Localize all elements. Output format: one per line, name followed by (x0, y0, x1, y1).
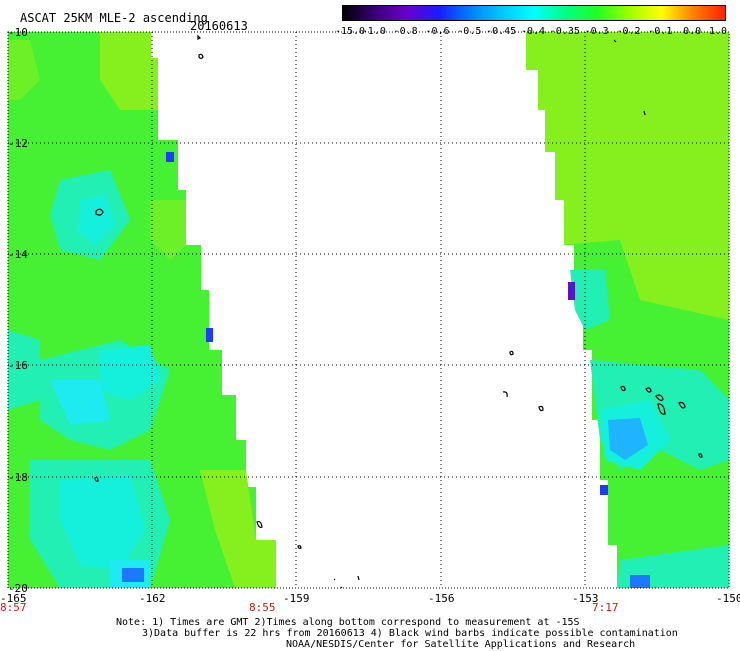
lon-label: -153 (572, 592, 599, 605)
lat-label: -18 (8, 471, 28, 484)
note-line-3: NOAA/NESDIS/Center for Satellite Applica… (286, 639, 636, 650)
map-border (7, 31, 730, 589)
lon-label: -156 (428, 592, 455, 605)
colorbar-tick-label: -0.2 (616, 26, 641, 37)
colorbar-tick-label: -0.5 (457, 26, 482, 37)
colorbar-tick-label: 1.0 (708, 26, 728, 37)
pass-time: 7:17 (592, 601, 619, 614)
colorbar-tick-label: -0.6 (425, 26, 450, 37)
lat-label: -10 (8, 26, 28, 39)
colorbar-tick-label: -0.8 (393, 26, 418, 37)
lon-label: -150 (716, 592, 740, 605)
graticule (8, 32, 729, 588)
map-title: ASCAT 25KM MLE-2 ascending (20, 11, 208, 25)
note-line-1: Note: 1) Times are GMT 2)Times along bot… (116, 617, 580, 628)
lon-label: -165 (0, 592, 27, 605)
colorbar-tick-label: 0.0 (683, 26, 702, 37)
lon-label: -162 (139, 592, 166, 605)
lat-label: -16 (8, 359, 28, 372)
colorbar-tick-label: -1.0 (361, 26, 386, 37)
east-swath (526, 32, 729, 588)
colorbar-tick-label: -0.4 (520, 26, 546, 37)
lat-label: -12 (8, 137, 28, 150)
island-outlines (94, 34, 703, 589)
colorbar-tick-label: -0.45 (486, 26, 517, 37)
pass-time: 8:55 (249, 601, 276, 614)
lon-label: -159 (283, 592, 310, 605)
note-line-2: 3)Data buffer is 22 hrs from 20160613 4)… (142, 628, 678, 639)
colorbar (342, 5, 726, 21)
west-swath (8, 32, 276, 588)
lat-label: -20 (8, 582, 28, 595)
pass-time: 8:57 (0, 601, 27, 614)
colorbar-tick-label: -0.3 (584, 26, 609, 37)
lat-label: -14 (8, 248, 28, 261)
map-date: 20160613 (190, 19, 248, 33)
colorbar-tick-label: -15.0 (334, 26, 366, 37)
colorbar-tick-label: -0.1 (648, 26, 673, 37)
colorbar-tick-label: -0.35 (549, 26, 580, 37)
